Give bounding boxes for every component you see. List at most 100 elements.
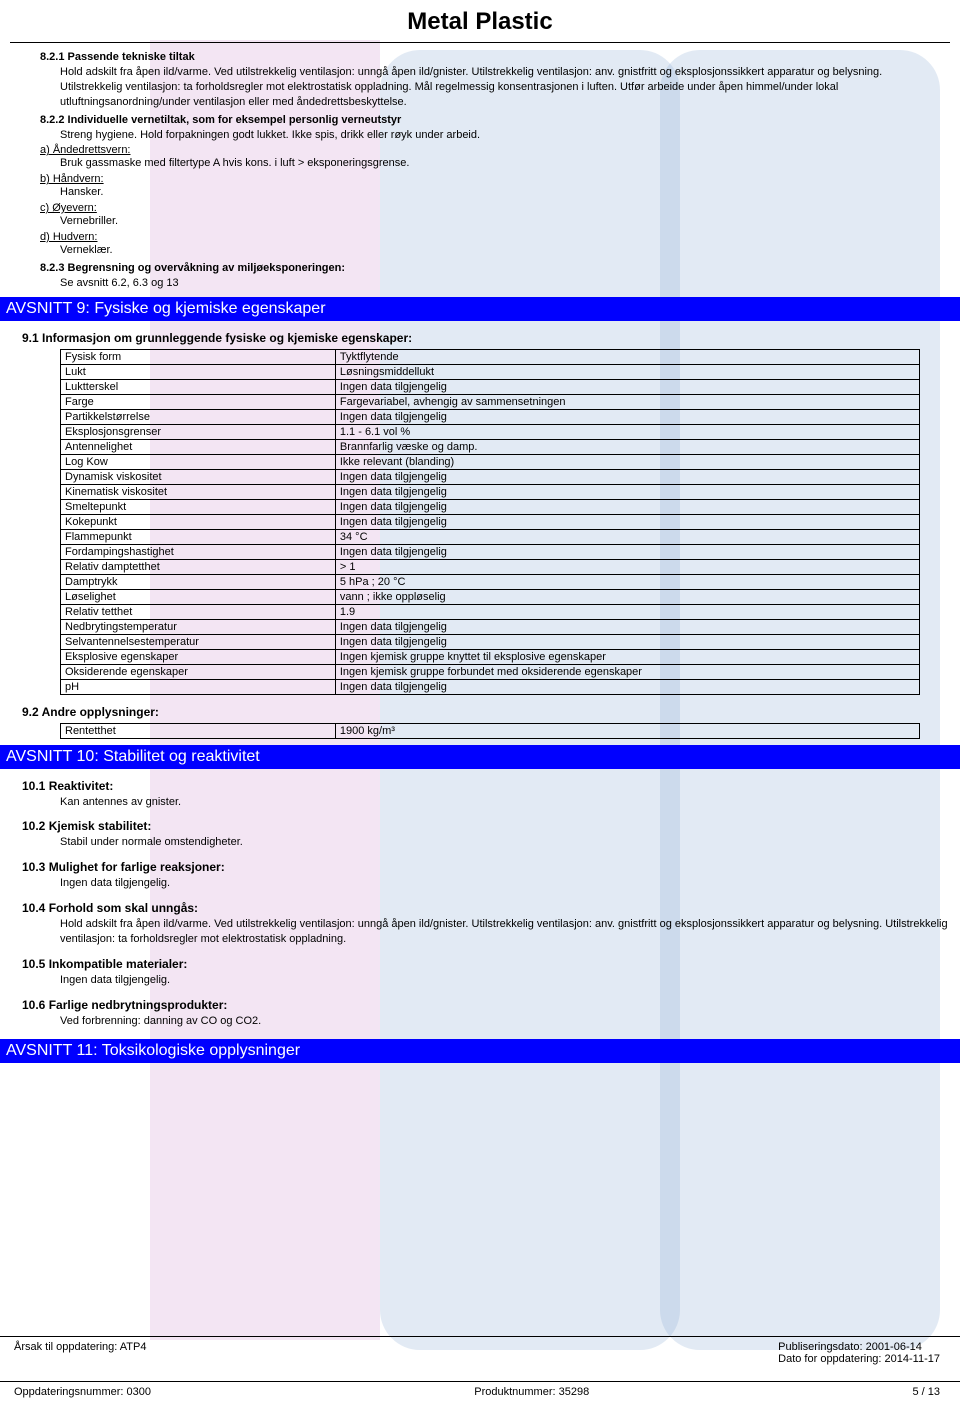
- property-value: 34 °C: [335, 529, 919, 544]
- properties-table-92: Rentetthet1900 kg/m³: [60, 723, 920, 739]
- label-822d: d) Hudvern:: [40, 231, 920, 243]
- heading-104: 10.4 Forhold som skal unngås:: [22, 901, 960, 915]
- property-value: 1.1 - 6.1 vol %: [335, 424, 919, 439]
- body-822a: Bruk gassmaske med filtertype A hvis kon…: [60, 156, 920, 171]
- label-822c: c) Øyevern:: [40, 202, 920, 214]
- table-row: Damptrykk5 hPa ; 20 °C: [61, 574, 920, 589]
- property-value: Ikke relevant (blanding): [335, 454, 919, 469]
- table-row: Rentetthet1900 kg/m³: [61, 723, 920, 738]
- property-value: Ingen data tilgjengelig: [335, 544, 919, 559]
- property-value: vann ; ikke oppløselig: [335, 589, 919, 604]
- property-key: Flammepunkt: [61, 529, 336, 544]
- properties-table-91: Fysisk formTyktflytendeLuktLøsningsmidde…: [60, 349, 920, 695]
- body-102: Stabil under normale omstendigheter.: [60, 835, 960, 850]
- table-row: SmeltepunktIngen data tilgjengelig: [61, 499, 920, 514]
- property-value: Ingen data tilgjengelig: [335, 634, 919, 649]
- table-row: Log KowIkke relevant (blanding): [61, 454, 920, 469]
- table-row: Eksplosive egenskaperIngen kjemisk grupp…: [61, 649, 920, 664]
- property-value: 5 hPa ; 20 °C: [335, 574, 919, 589]
- property-key: Log Kow: [61, 454, 336, 469]
- table-row: FargeFargevariabel, avhengig av sammense…: [61, 394, 920, 409]
- section-11-header: AVSNITT 11: Toksikologiske opplysninger: [0, 1039, 960, 1063]
- heading-103: 10.3 Mulighet for farlige reaksjoner:: [22, 860, 960, 874]
- property-key: Eksplosjonsgrenser: [61, 424, 336, 439]
- table-row: Relativ tetthet1.9: [61, 604, 920, 619]
- table-row: FordampingshastighetIngen data tilgjenge…: [61, 544, 920, 559]
- property-value: Fargevariabel, avhengig av sammensetning…: [335, 394, 919, 409]
- page-content: Metal Plastic 8.2.1 Passende tekniske ti…: [0, 0, 960, 1063]
- property-key: Dynamisk viskositet: [61, 469, 336, 484]
- property-value: Ingen data tilgjengelig: [335, 679, 919, 694]
- property-key: Oksiderende egenskaper: [61, 664, 336, 679]
- property-value: Ingen kjemisk gruppe forbundet med oksid…: [335, 664, 919, 679]
- heading-105: 10.5 Inkompatible materialer:: [22, 957, 960, 971]
- body-822b: Hansker.: [60, 185, 920, 200]
- footer-reason: Årsak til oppdatering: ATP4: [14, 1341, 146, 1365]
- body-103: Ingen data tilgjengelig.: [60, 876, 960, 891]
- property-value: Ingen data tilgjengelig: [335, 484, 919, 499]
- property-key: Relativ damptetthet: [61, 559, 336, 574]
- property-value: Ingen data tilgjengelig: [335, 379, 919, 394]
- table-row: NedbrytingstemperaturIngen data tilgjeng…: [61, 619, 920, 634]
- property-key: Selvantennelsestemperatur: [61, 634, 336, 649]
- property-value: Ingen data tilgjengelig: [335, 499, 919, 514]
- property-key: Farge: [61, 394, 336, 409]
- property-key: Smeltepunkt: [61, 499, 336, 514]
- table-row: KokepunktIngen data tilgjengelig: [61, 514, 920, 529]
- body-104: Hold adskilt fra åpen ild/varme. Ved uti…: [60, 917, 960, 947]
- property-key: Partikkelstørrelse: [61, 409, 336, 424]
- property-key: Damptrykk: [61, 574, 336, 589]
- section-9-header: AVSNITT 9: Fysiske og kjemiske egenskape…: [0, 297, 960, 321]
- body-822d: Verneklær.: [60, 243, 920, 258]
- property-value: Tyktflytende: [335, 349, 919, 364]
- property-value: Ingen data tilgjengelig: [335, 619, 919, 634]
- table-row: Relativ damptetthet> 1: [61, 559, 920, 574]
- label-822b: b) Håndvern:: [40, 173, 920, 185]
- property-key: Kinematisk viskositet: [61, 484, 336, 499]
- property-key: Eksplosive egenskaper: [61, 649, 336, 664]
- property-key: Relativ tetthet: [61, 604, 336, 619]
- heading-101: 10.1 Reaktivitet:: [22, 779, 960, 793]
- property-value: 1.9: [335, 604, 919, 619]
- section-10-header: AVSNITT 10: Stabilitet og reaktivitet: [0, 745, 960, 769]
- heading-823: 8.2.3 Begrensning og overvåkning av milj…: [40, 262, 920, 274]
- table-row: PartikkelstørrelseIngen data tilgjengeli…: [61, 409, 920, 424]
- table-row: Løselighetvann ; ikke oppløselig: [61, 589, 920, 604]
- table-row: Kinematisk viskositetIngen data tilgjeng…: [61, 484, 920, 499]
- property-key: Fordampingshastighet: [61, 544, 336, 559]
- property-key: Nedbrytingstemperatur: [61, 619, 336, 634]
- table-row: pHIngen data tilgjengelig: [61, 679, 920, 694]
- page-footer: Årsak til oppdatering: ATP4 Publiserings…: [0, 1336, 960, 1404]
- heading-91: 9.1 Informasjon om grunnleggende fysiske…: [22, 331, 960, 345]
- property-key: Antennelighet: [61, 439, 336, 454]
- body-822-intro: Streng hygiene. Hold forpakningen godt l…: [60, 128, 920, 143]
- table-row: LuktLøsningsmiddellukt: [61, 364, 920, 379]
- footer-pagenum: 5 / 13: [912, 1386, 940, 1398]
- heading-822: 8.2.2 Individuelle vernetiltak, som for …: [40, 114, 920, 126]
- property-key: Kokepunkt: [61, 514, 336, 529]
- table-row: Fysisk formTyktflytende: [61, 349, 920, 364]
- property-key: Løselighet: [61, 589, 336, 604]
- property-value: 1900 kg/m³: [335, 723, 919, 738]
- heading-821: 8.2.1 Passende tekniske tiltak: [40, 51, 920, 63]
- property-value: Ingen kjemisk gruppe knyttet til eksplos…: [335, 649, 919, 664]
- body-823: Se avsnitt 6.2, 6.3 og 13: [60, 276, 920, 291]
- body-822c: Vernebriller.: [60, 214, 920, 229]
- body-105: Ingen data tilgjengelig.: [60, 973, 960, 988]
- body-106: Ved forbrenning: danning av CO og CO2.: [60, 1014, 960, 1029]
- property-value: Ingen data tilgjengelig: [335, 409, 919, 424]
- body-101: Kan antennes av gnister.: [60, 795, 960, 810]
- property-value: > 1: [335, 559, 919, 574]
- heading-106: 10.6 Farlige nedbrytningsprodukter:: [22, 998, 960, 1012]
- label-822a: a) Åndedrettsvern:: [40, 144, 920, 156]
- property-value: Ingen data tilgjengelig: [335, 514, 919, 529]
- table-row: Flammepunkt34 °C: [61, 529, 920, 544]
- page-title: Metal Plastic: [0, 0, 960, 42]
- table-row: SelvantennelsestemperaturIngen data tilg…: [61, 634, 920, 649]
- footer-prodnum: Produktnummer: 35298: [474, 1386, 589, 1398]
- property-key: Fysisk form: [61, 349, 336, 364]
- property-key: pH: [61, 679, 336, 694]
- heading-102: 10.2 Kjemisk stabilitet:: [22, 819, 960, 833]
- table-row: AntennelighetBrannfarlig væske og damp.: [61, 439, 920, 454]
- footer-updnum: Oppdateringsnummer: 0300: [14, 1386, 151, 1398]
